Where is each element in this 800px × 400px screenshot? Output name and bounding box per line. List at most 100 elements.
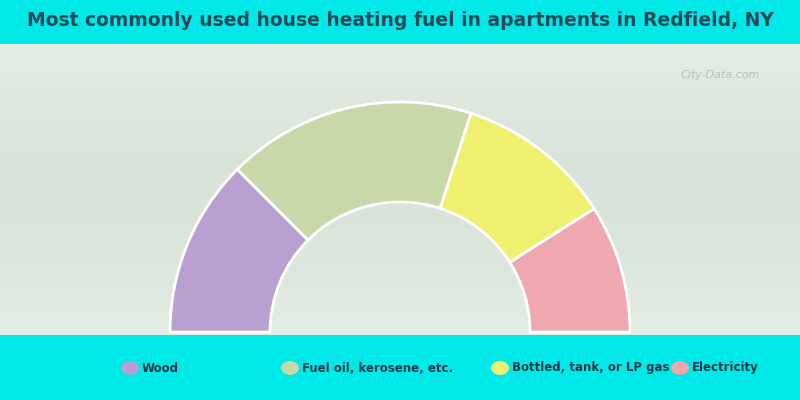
Bar	[0, 295, 800, 299]
Bar	[0, 188, 800, 192]
Bar	[0, 248, 800, 252]
Wedge shape	[440, 113, 594, 262]
Bar	[0, 206, 800, 210]
Bar	[0, 203, 800, 207]
Bar	[0, 80, 800, 83]
Bar	[0, 194, 800, 198]
Bar	[0, 330, 800, 334]
Bar	[0, 209, 800, 213]
Bar	[0, 306, 800, 310]
Bar	[0, 262, 800, 266]
Bar	[0, 124, 800, 128]
Bar	[0, 321, 800, 325]
Bar	[0, 177, 800, 181]
Bar	[0, 94, 800, 98]
Bar	[0, 239, 800, 243]
Bar	[0, 112, 800, 116]
Bar	[0, 168, 800, 172]
Bar	[0, 186, 800, 190]
Bar	[0, 192, 800, 196]
Bar	[0, 268, 800, 272]
Bar	[0, 76, 800, 80]
Bar	[0, 198, 800, 201]
Bar	[0, 286, 800, 290]
Bar	[0, 138, 800, 142]
Bar	[0, 88, 800, 92]
Ellipse shape	[671, 361, 689, 375]
Bar	[0, 200, 800, 204]
Wedge shape	[238, 102, 471, 240]
Wedge shape	[170, 169, 308, 332]
Bar	[0, 70, 800, 74]
Bar	[0, 289, 800, 293]
Bar	[0, 245, 800, 248]
Bar	[0, 298, 800, 302]
Bar	[0, 165, 800, 169]
Bar	[0, 106, 800, 110]
Bar	[0, 144, 800, 148]
Bar	[0, 292, 800, 296]
Bar	[0, 85, 800, 89]
Bar	[0, 271, 800, 275]
Text: Bottled, tank, or LP gas: Bottled, tank, or LP gas	[512, 362, 670, 374]
Bar	[0, 59, 800, 63]
Text: Fuel oil, kerosene, etc.: Fuel oil, kerosene, etc.	[302, 362, 453, 374]
Bar	[0, 141, 800, 145]
Bar	[0, 126, 800, 130]
Bar	[0, 91, 800, 95]
Bar	[0, 53, 800, 57]
Bar	[0, 183, 800, 186]
Bar	[0, 265, 800, 269]
Bar	[0, 256, 800, 260]
Bar	[0, 250, 800, 254]
Bar	[0, 115, 800, 119]
Bar	[0, 283, 800, 287]
Bar	[0, 304, 800, 308]
Bar	[0, 162, 800, 166]
Bar	[0, 130, 800, 134]
Bar	[0, 44, 800, 48]
Bar	[0, 218, 800, 222]
Bar	[0, 56, 800, 60]
Text: City-Data.com: City-Data.com	[681, 70, 760, 80]
Bar	[0, 74, 800, 78]
Bar	[0, 335, 800, 400]
Bar	[0, 224, 800, 228]
Bar	[0, 227, 800, 231]
Bar	[0, 0, 800, 40]
Bar	[0, 274, 800, 278]
Bar	[0, 121, 800, 125]
Bar	[0, 171, 800, 175]
Ellipse shape	[281, 361, 299, 375]
Bar	[0, 118, 800, 122]
Bar	[0, 277, 800, 281]
Bar	[0, 221, 800, 225]
Bar	[0, 236, 800, 240]
Bar	[0, 318, 800, 322]
Bar	[0, 301, 800, 305]
Wedge shape	[510, 209, 630, 332]
Bar	[0, 100, 800, 104]
Bar	[0, 132, 800, 136]
Bar	[0, 327, 800, 331]
Bar	[0, 68, 800, 72]
Bar	[0, 82, 800, 86]
Bar	[0, 336, 800, 340]
Bar	[0, 136, 800, 139]
Bar	[0, 153, 800, 157]
Bar	[0, 62, 800, 66]
Bar	[0, 280, 800, 284]
Text: Most commonly used house heating fuel in apartments in Redfield, NY: Most commonly used house heating fuel in…	[26, 10, 774, 30]
Bar	[0, 333, 800, 337]
Bar	[0, 97, 800, 101]
Bar	[0, 109, 800, 113]
Bar	[0, 174, 800, 178]
Bar	[0, 159, 800, 163]
Bar	[0, 324, 800, 328]
Text: Electricity: Electricity	[692, 362, 758, 374]
Bar	[0, 47, 800, 51]
Bar	[0, 50, 800, 54]
Bar	[0, 312, 800, 316]
Bar	[0, 254, 800, 258]
Bar	[0, 315, 800, 319]
